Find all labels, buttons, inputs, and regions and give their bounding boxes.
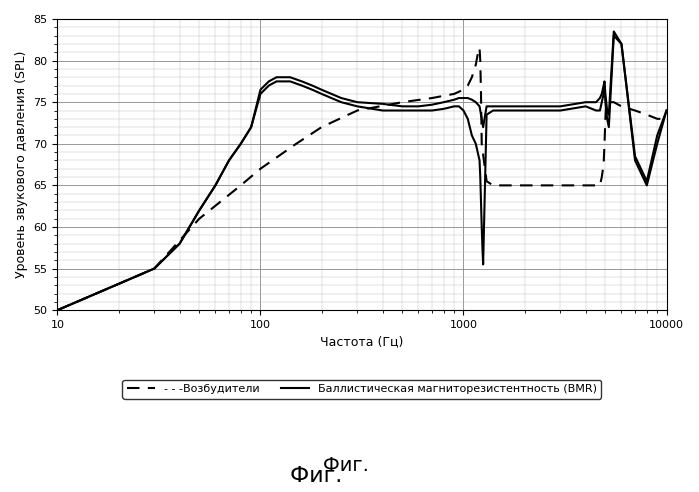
Text: Фиг.: Фиг. xyxy=(324,456,375,475)
Legend: - - -Возбудители, Баллистическая магниторезистентность (BMR): - - -Возбудители, Баллистическая магнито… xyxy=(122,380,601,399)
Y-axis label: Уровень звукового давления (SPL): Уровень звукового давления (SPL) xyxy=(15,51,28,278)
Text: Фиг.: Фиг. xyxy=(290,466,350,486)
X-axis label: Частота (Гц): Частота (Гц) xyxy=(320,336,403,348)
